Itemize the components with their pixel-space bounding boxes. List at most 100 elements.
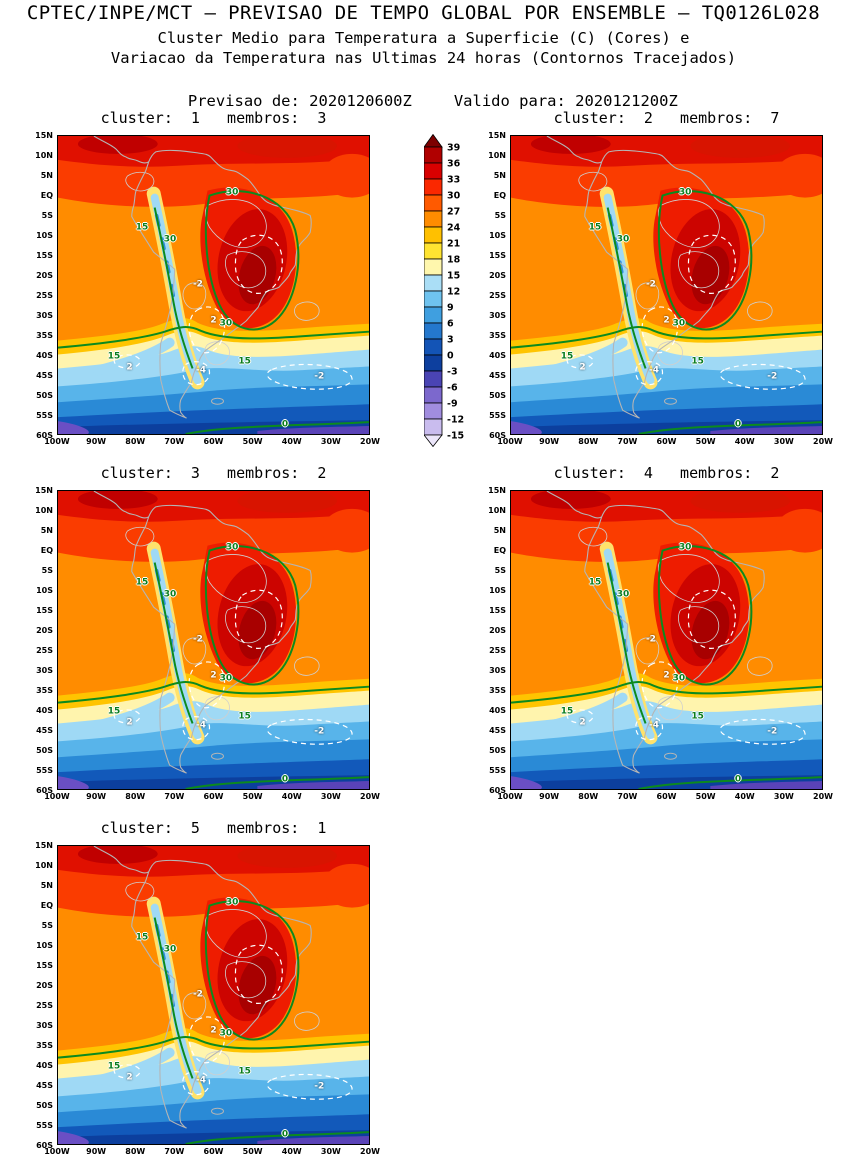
lon-tick-label: 60W (656, 792, 677, 801)
lat-tick-label: 15N (35, 841, 53, 850)
lat-tick-label: 20S (489, 271, 506, 280)
lon-tick-label: 100W (497, 437, 523, 446)
lat-tick-label: 30S (36, 666, 53, 675)
lat-tick-label: 10S (36, 941, 53, 950)
colorbar-level-label: 9 (447, 303, 454, 314)
colorbar-level-label: -9 (447, 399, 458, 410)
lat-tick-label: 15S (489, 251, 506, 260)
colorbar-level-label: 27 (447, 207, 460, 218)
lon-tick-label: 100W (497, 792, 523, 801)
lon-tick-label: 50W (242, 437, 263, 446)
subtitle-line1: Cluster Medio para Temperatura a Superfi… (157, 29, 690, 47)
lon-tick-label: 30W (320, 792, 341, 801)
lat-tick-label: 55S (36, 766, 53, 775)
south-america-temperature-map (58, 491, 369, 789)
lat-tick-label: EQ (40, 901, 53, 910)
lat-tick-label: 40S (36, 706, 53, 715)
lat-tick-label: 25S (489, 646, 506, 655)
latitude-axis: 15N 10N 5N EQ 5S 10S 15S 20S 25S 30S 35S 40S 45S 50S 5… (27, 841, 55, 1150)
cluster-panel: cluster: 5 membros: 1 30 30 30 15 15 15 0 -2 2 -4… (35, 819, 380, 1156)
lat-tick-label: 55S (36, 411, 53, 420)
longitude-axis: 100W 90W 80W 70W 60W 50W 40W 30W 20W (497, 792, 833, 804)
lat-tick-label: 25S (36, 1001, 53, 1010)
lon-tick-label: 70W (164, 1147, 185, 1156)
lat-tick-label: 15N (35, 486, 53, 495)
lat-tick-label: 15N (488, 131, 506, 140)
lon-tick-label: 60W (656, 437, 677, 446)
lon-tick-label: 40W (281, 792, 302, 801)
map-frame: 30 30 30 15 15 15 0 -2 2 -4 2 -2 (57, 845, 370, 1145)
lon-tick-label: 30W (320, 437, 341, 446)
lat-tick-label: 50S (36, 391, 53, 400)
colorbar-level-label: 30 (447, 191, 461, 202)
panel-title: cluster: 1 membros: 3 (100, 109, 327, 127)
lat-tick-label: EQ (40, 191, 53, 200)
lon-tick-label: 20W (813, 437, 833, 446)
south-america-temperature-map (58, 136, 369, 434)
lat-tick-label: 5S (494, 211, 506, 220)
lat-tick-label: 35S (36, 686, 53, 695)
lat-tick-label: 10N (35, 861, 53, 870)
lon-tick-label: 70W (617, 437, 638, 446)
latitude-axis: 15N 10N 5N EQ 5S 10S 15S 20S 25S 30S 35S 40S 45S 50S 5… (480, 486, 508, 795)
latitude-axis: 15N 10N 5N EQ 5S 10S 15S 20S 25S 30S 35S 40S 45S 50S 5… (27, 486, 55, 795)
lon-tick-label: 70W (164, 792, 185, 801)
lat-tick-label: 25S (36, 646, 53, 655)
lon-tick-label: 80W (125, 1147, 146, 1156)
lon-tick-label: 80W (125, 792, 146, 801)
lat-tick-label: 35S (489, 331, 506, 340)
longitude-axis: 100W 90W 80W 70W 60W 50W 40W 30W 20W (497, 437, 833, 449)
lat-tick-label: 25S (489, 291, 506, 300)
longitude-axis: 100W 90W 80W 70W 60W 50W 40W 30W 20W (44, 1147, 380, 1159)
lon-tick-label: 60W (203, 1147, 224, 1156)
lon-tick-label: 50W (695, 792, 716, 801)
colorbar-level-label: -6 (447, 383, 458, 394)
lon-tick-label: 90W (86, 1147, 107, 1156)
lon-tick-label: 50W (242, 1147, 263, 1156)
lon-tick-label: 80W (125, 437, 146, 446)
lon-tick-label: 40W (734, 437, 755, 446)
lat-tick-label: 15N (35, 131, 53, 140)
longitude-axis: 100W 90W 80W 70W 60W 50W 40W 30W 20W (44, 437, 380, 449)
lat-tick-label: 60S (36, 786, 53, 795)
lat-tick-label: 45S (36, 1081, 53, 1090)
colorbar-level-label: 3 (447, 335, 454, 346)
lat-tick-label: 45S (489, 371, 506, 380)
lat-tick-label: 30S (36, 1021, 53, 1030)
colorbar-level-label: -3 (447, 367, 458, 378)
lon-tick-label: 50W (242, 792, 263, 801)
colorbar-level-label: 12 (447, 287, 460, 298)
lat-tick-label: 55S (36, 1121, 53, 1130)
lon-tick-label: 20W (813, 792, 833, 801)
lat-tick-label: 10S (36, 231, 53, 240)
lon-tick-label: 20W (360, 792, 380, 801)
lat-tick-label: 10S (489, 231, 506, 240)
lat-tick-label: 50S (489, 391, 506, 400)
lat-tick-label: 5S (41, 566, 53, 575)
lat-tick-label: 55S (489, 411, 506, 420)
subtitle-line2: Variacao da Temperatura nas Ultimas 24 h… (110, 49, 737, 67)
lat-tick-label: 15S (36, 606, 53, 615)
forecast-init-label: Previsao de: 2020120600Z (187, 92, 412, 110)
panel-title: cluster: 5 membros: 1 (100, 819, 327, 837)
lat-tick-label: 20S (36, 626, 53, 635)
colorbar-level-label: -12 (447, 415, 464, 426)
lat-tick-label: 55S (489, 766, 506, 775)
colorbar-level-label: 24 (447, 223, 461, 234)
lon-tick-label: 100W (44, 437, 70, 446)
lat-tick-label: 20S (489, 626, 506, 635)
lat-tick-label: 50S (489, 746, 506, 755)
lon-tick-label: 70W (164, 437, 185, 446)
cluster-panel: cluster: 1 membros: 3 30 30 30 15 15 15 0 -2 2 -4… (35, 109, 380, 446)
lon-tick-label: 80W (578, 437, 599, 446)
south-america-temperature-map (511, 136, 822, 434)
lat-tick-label: 60S (36, 431, 53, 440)
lat-tick-label: 40S (36, 1061, 53, 1070)
lat-tick-label: 5S (494, 566, 506, 575)
lat-tick-label: 20S (36, 271, 53, 280)
lon-tick-label: 100W (44, 1147, 70, 1156)
lat-tick-label: 15S (36, 961, 53, 970)
lon-tick-label: 80W (578, 792, 599, 801)
panel-title: cluster: 4 membros: 2 (553, 464, 780, 482)
